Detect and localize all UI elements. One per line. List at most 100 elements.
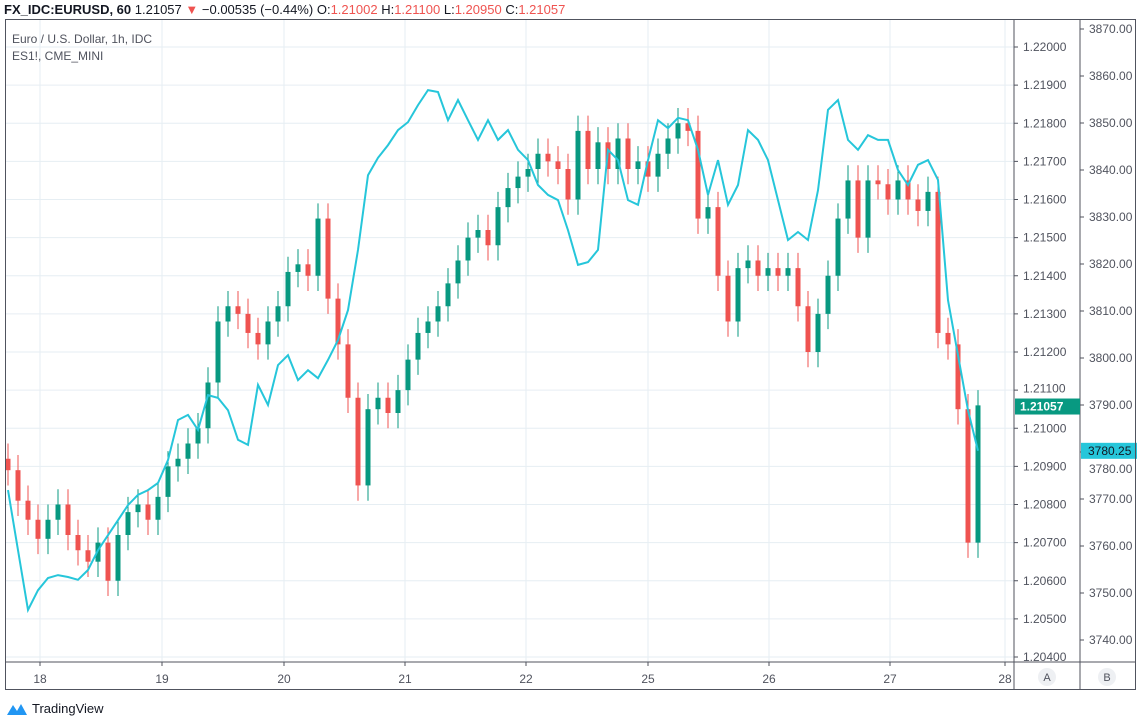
candle-body: [775, 268, 781, 276]
candle: [855, 165, 861, 253]
candle: [315, 203, 321, 291]
candle: [175, 443, 181, 482]
compare-axis-label: 3860.00: [1089, 69, 1133, 83]
candle-body: [455, 260, 461, 284]
scale-button-bg: [1038, 668, 1056, 686]
candle-body: [625, 138, 631, 169]
candle-body: [495, 207, 501, 246]
candle: [355, 382, 361, 501]
time-axis-label: 27: [883, 672, 897, 686]
compare-last-badge-text: 3780.25: [1088, 444, 1132, 458]
candle: [595, 127, 601, 185]
compare-series-legend[interactable]: ES1!, CME_MINI: [12, 49, 104, 63]
open-value: 1.21002: [330, 2, 378, 17]
candle: [465, 222, 471, 276]
candle-body: [805, 306, 811, 352]
candle: [65, 489, 71, 551]
time-axis-label: 28: [998, 672, 1012, 686]
candle-body: [525, 169, 531, 177]
candle: [555, 146, 561, 185]
candle-body: [465, 237, 471, 261]
price-change: −0.00535 (−0.44%): [201, 2, 314, 17]
candle-body: [285, 271, 291, 307]
candle: [425, 306, 431, 349]
candle: [375, 382, 381, 425]
price-axis-label: 1.21200: [1023, 345, 1067, 359]
candle-body: [335, 298, 341, 345]
price-axis-label: 1.21900: [1023, 78, 1067, 92]
candle-body: [445, 283, 451, 307]
price-axis-label: 1.20600: [1023, 574, 1067, 588]
candle: [105, 527, 111, 596]
scale-button-label: B: [1103, 672, 1110, 684]
compare-axis-label: 3820.00: [1089, 257, 1133, 271]
high-label: H:: [381, 2, 395, 17]
scale-button-A[interactable]: A: [1038, 668, 1056, 686]
candle: [915, 184, 921, 227]
candle: [735, 252, 741, 337]
candle-body: [825, 275, 831, 314]
candle-body: [905, 180, 911, 200]
candle: [145, 489, 151, 535]
candle-body: [315, 218, 321, 276]
candle: [765, 252, 771, 291]
candle: [205, 367, 211, 444]
candle-body: [955, 344, 961, 410]
compare-axis-label: 3790.00: [1089, 398, 1133, 412]
candle: [685, 108, 691, 147]
candle-body: [295, 264, 301, 272]
candle-body: [785, 268, 791, 276]
candle: [505, 172, 511, 223]
candle: [255, 317, 261, 360]
time-axis-label: 20: [277, 672, 291, 686]
candle: [5, 443, 11, 486]
candle-body: [235, 306, 241, 314]
candle-body: [545, 153, 551, 162]
candle-body: [265, 321, 271, 345]
price-axis-label: 1.20400: [1023, 650, 1067, 664]
scale-button-B[interactable]: B: [1098, 668, 1116, 686]
candle: [975, 390, 981, 558]
low-label: L:: [443, 2, 455, 17]
tradingview-logo[interactable]: TradingView: [6, 701, 104, 716]
candle: [495, 191, 501, 261]
candle-body: [925, 191, 931, 211]
compare-axis-label: 3850.00: [1089, 116, 1133, 130]
candle: [455, 245, 461, 299]
time-axis-label: 21: [398, 672, 412, 686]
candle: [575, 115, 581, 215]
candle: [655, 138, 661, 192]
candle: [935, 176, 941, 349]
candle: [265, 306, 271, 360]
candle-body: [755, 260, 761, 276]
candle-body: [845, 180, 851, 219]
candle: [35, 504, 41, 555]
candle: [565, 153, 571, 215]
time-axis-label: 18: [33, 672, 47, 686]
candle-body: [505, 188, 511, 208]
candle-body: [575, 130, 581, 200]
candle: [835, 203, 841, 291]
es1-compare-line: [7, 88, 979, 614]
candle-body: [715, 207, 721, 276]
candle-body: [75, 535, 81, 551]
candle: [675, 108, 681, 154]
candle-body: [665, 138, 671, 154]
candle-body: [365, 409, 371, 486]
tradingview-logo-icon: [7, 703, 27, 715]
candle: [225, 291, 231, 337]
candle-body: [255, 332, 261, 345]
main-series-legend[interactable]: Euro / U.S. Dollar, 1h, IDC: [12, 32, 153, 46]
candle-body: [645, 161, 651, 177]
candle: [785, 252, 791, 291]
candle-body: [135, 504, 141, 513]
candle: [775, 252, 781, 291]
symbol-name[interactable]: FX_IDC:EURUSD, 60: [4, 2, 132, 17]
price-axis-label: 1.20500: [1023, 612, 1067, 626]
compare-axis-label: 3810.00: [1089, 304, 1133, 318]
candle: [615, 123, 621, 185]
candle-body: [65, 504, 71, 535]
candle: [195, 413, 201, 459]
candle-body: [435, 306, 441, 322]
